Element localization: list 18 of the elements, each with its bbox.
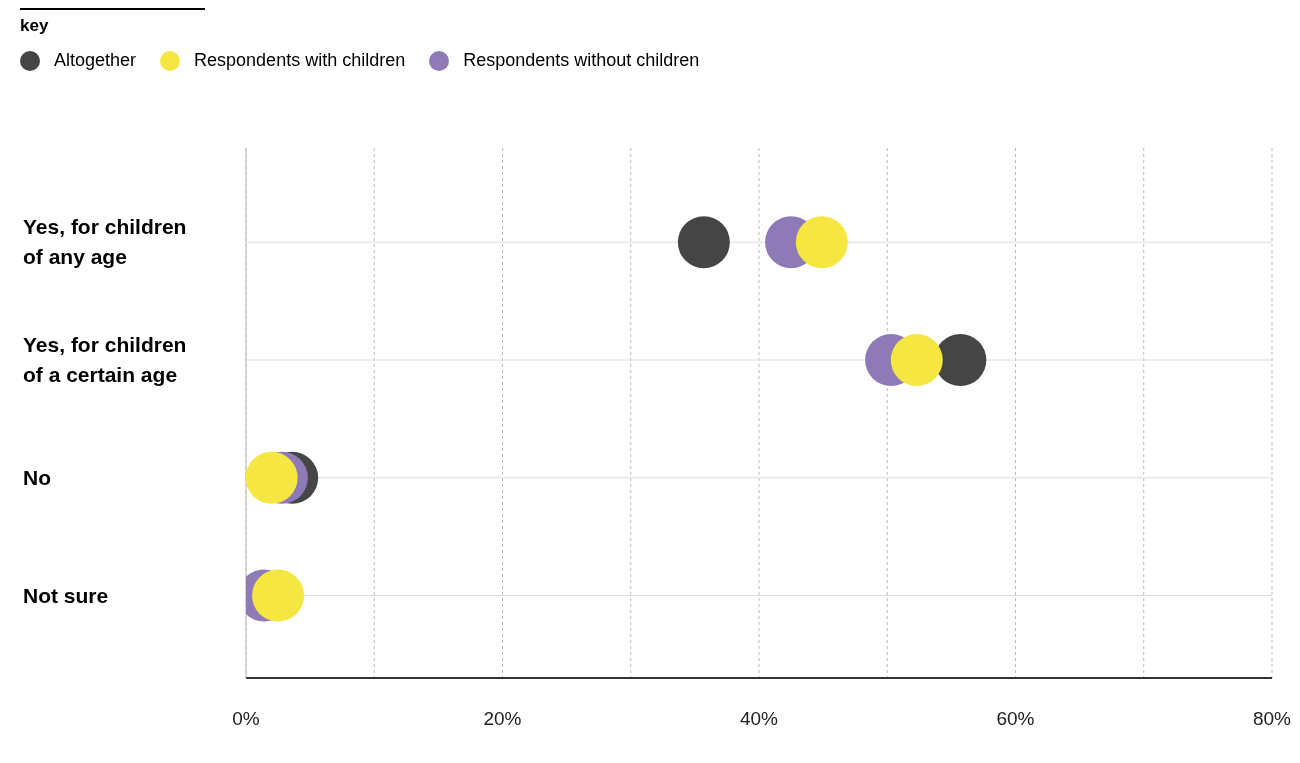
x-tick-label: 40% bbox=[739, 708, 779, 730]
point bbox=[795, 216, 848, 269]
point bbox=[890, 334, 943, 386]
point bbox=[252, 569, 305, 622]
point bbox=[246, 451, 298, 504]
y-tick-label: No bbox=[23, 465, 51, 489]
x-tick-label: 80% bbox=[1252, 708, 1292, 730]
y-tick-label: Yes, for children of any age bbox=[23, 215, 187, 269]
x-tick-label: 20% bbox=[483, 708, 522, 730]
legend-label: Respondents without children bbox=[463, 50, 700, 71]
x-tick-label: 60% bbox=[996, 708, 1035, 730]
legend-label: Altogether bbox=[54, 50, 137, 71]
y-tick-label: Yes, for children of a certain age bbox=[23, 333, 187, 386]
legend-label: Respondents with children bbox=[194, 50, 406, 71]
point bbox=[677, 216, 730, 269]
legend-title: key bbox=[20, 8, 205, 36]
y-tick-label: Not sure bbox=[23, 583, 109, 607]
x-tick-label: 0% bbox=[232, 708, 260, 730]
